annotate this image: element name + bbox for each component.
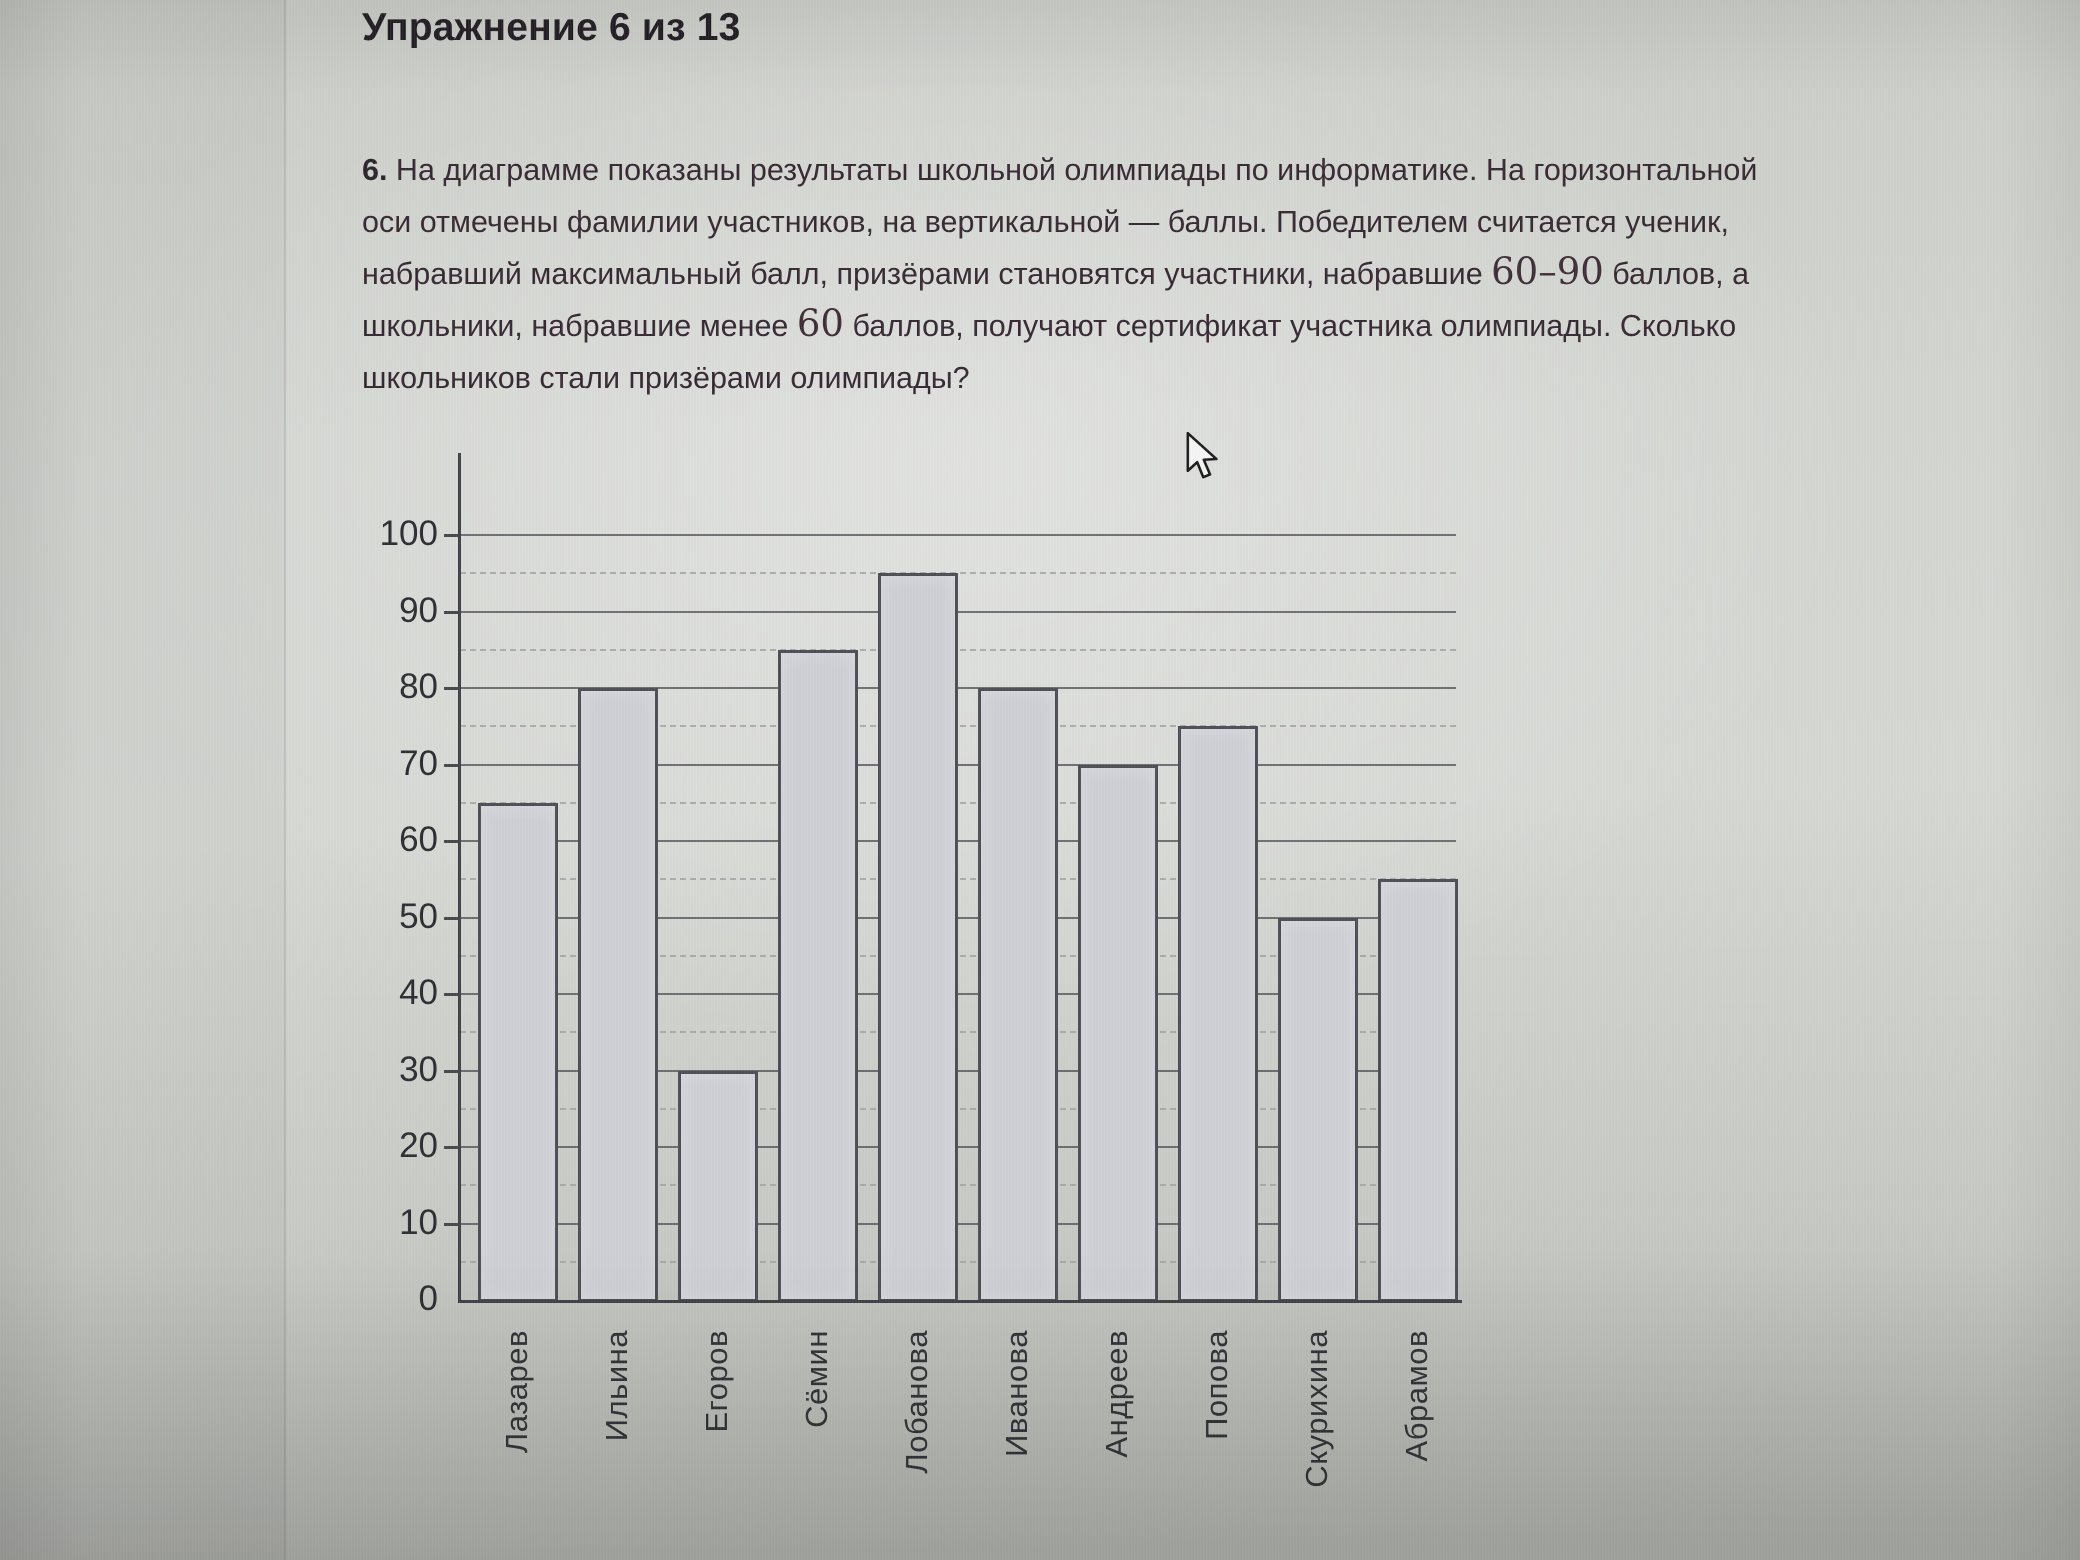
y-tick-100 <box>444 534 459 537</box>
y-tick-70 <box>444 763 459 767</box>
gridline-dashed-75 <box>460 725 1456 728</box>
bar-Лазарев <box>478 802 558 1302</box>
gridline-40 <box>460 993 1456 995</box>
bar-Попова <box>1178 726 1258 1302</box>
y-axis-label-40: 40 <box>399 973 438 1012</box>
bar-Иванова <box>978 688 1058 1302</box>
y-axis-label-50: 50 <box>399 896 438 936</box>
gridline-30 <box>460 1069 1456 1072</box>
x-axis-label-Андреев: Андреев <box>1099 1330 1134 1458</box>
gridline-70 <box>460 763 1456 766</box>
x-axis-line <box>458 1300 1462 1303</box>
bar-Лобанова <box>878 573 958 1302</box>
bar-Сёмин <box>778 649 858 1302</box>
exercise-title: Упражнение 6 из 13 <box>362 6 741 49</box>
y-tick-80 <box>444 687 459 690</box>
score-threshold-value: 60 <box>796 301 844 345</box>
gridline-dashed-95 <box>460 572 1456 575</box>
y-tick-60 <box>444 840 459 843</box>
y-axis-label-70: 70 <box>399 743 438 783</box>
gridline-dashed-85 <box>460 648 1456 651</box>
y-axis-label-30: 30 <box>399 1049 438 1089</box>
y-axis-label-80: 80 <box>399 667 438 706</box>
gridline-80 <box>460 687 1456 689</box>
bar-Андреев <box>1078 764 1158 1302</box>
y-axis-line <box>458 453 461 1303</box>
y-tick-50 <box>444 916 459 920</box>
gridline-20 <box>460 1146 1456 1148</box>
bar-Ильина <box>578 688 658 1302</box>
bar-Скурихина <box>1278 917 1358 1302</box>
bar-Егоров <box>678 1070 758 1302</box>
gridline-dashed-45 <box>460 954 1456 957</box>
y-axis-label-0: 0 <box>418 1279 438 1318</box>
question-part-3: баллов, получают сертификат участника ол… <box>362 308 1737 395</box>
gridline-dashed-55 <box>460 878 1456 881</box>
question-part-1: На диаграмме показаны результаты школьно… <box>362 152 1758 291</box>
score-range-value: 60–90 <box>1491 249 1604 293</box>
gridline-50 <box>460 916 1456 919</box>
x-axis-label-Попова: Попова <box>1199 1330 1234 1440</box>
x-axis-label-Сёмин: Сёмин <box>799 1330 834 1428</box>
gridline-100 <box>460 534 1456 536</box>
y-axis-label-20: 20 <box>399 1126 438 1165</box>
x-axis-label-Егоров: Егоров <box>699 1330 734 1433</box>
gridline-dashed-35 <box>460 1031 1456 1034</box>
x-axis-label-Абрамов: Абрамов <box>1399 1330 1434 1462</box>
y-tick-20 <box>444 1146 459 1149</box>
y-tick-90 <box>444 610 459 614</box>
y-axis-label-100: 100 <box>379 514 438 553</box>
gridline-90 <box>460 610 1456 613</box>
y-axis-label-10: 10 <box>399 1202 438 1242</box>
question-part-2: баллов, а школьники, набравшие менее <box>362 256 1750 343</box>
x-axis-label-Ильина: Ильина <box>599 1330 634 1442</box>
bar-Абрамов <box>1378 879 1458 1302</box>
y-axis-label-60: 60 <box>399 820 438 859</box>
gridline-dashed-25 <box>460 1107 1456 1110</box>
x-axis-label-Иванова: Иванова <box>999 1330 1034 1457</box>
question-number: 6. <box>362 152 388 187</box>
gridline-10 <box>460 1222 1456 1225</box>
gridline-dashed-5 <box>460 1260 1456 1263</box>
y-axis-label-90: 90 <box>399 590 438 630</box>
x-axis-label-Лазарев: Лазарев <box>499 1330 534 1454</box>
gridline-dashed-65 <box>460 801 1456 804</box>
y-tick-10 <box>444 1222 459 1226</box>
page-left-margin <box>0 0 286 1560</box>
y-tick-30 <box>444 1069 459 1073</box>
x-axis-label-Скурихина: Скурихина <box>1299 1330 1334 1488</box>
x-axis-label-Лобанова: Лобанова <box>899 1330 934 1474</box>
mouse-cursor-icon <box>1186 432 1218 479</box>
y-tick-40 <box>444 993 459 996</box>
gridline-60 <box>460 840 1456 842</box>
question-text: 6. На диаграмме показаны результаты школ… <box>362 144 1810 404</box>
gridline-dashed-15 <box>460 1184 1456 1187</box>
